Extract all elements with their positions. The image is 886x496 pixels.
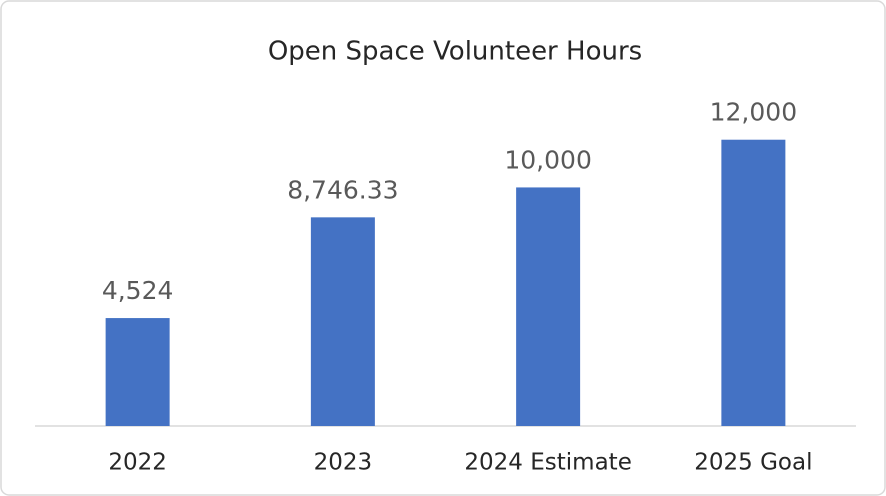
x-tick-label: 2025 Goal [694,450,812,476]
bar [721,139,786,426]
bar [516,187,581,426]
data-label: 12,000 [710,98,797,127]
data-label: 10,000 [504,145,591,174]
x-tick-label: 2022 [108,450,167,476]
data-label: 8,746.33 [287,175,398,204]
x-tick-label: 2023 [314,450,373,476]
bar [105,318,170,426]
bar [310,217,375,426]
data-label: 4,524 [102,276,174,305]
x-tick-label: 2024 Estimate [464,450,631,476]
chart-title: Open Space Volunteer Hours [268,37,642,67]
